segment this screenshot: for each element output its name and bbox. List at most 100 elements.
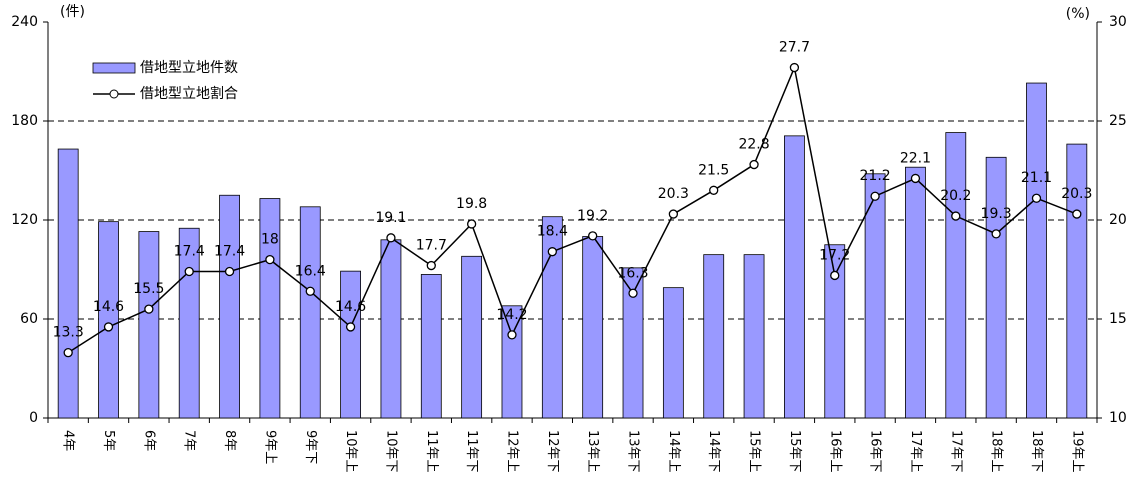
line-marker	[749, 159, 759, 170]
bar	[380, 239, 402, 419]
x-tick-label: 9年下	[303, 430, 318, 464]
data-label: 17.4	[174, 243, 205, 259]
bar	[985, 156, 1007, 419]
y2-tick-label: 20	[1109, 212, 1127, 228]
data-label: 16.4	[295, 263, 326, 279]
x-tick-label: 10年下	[383, 430, 398, 473]
line	[67, 64, 1078, 354]
line-marker	[386, 233, 396, 243]
data-label: 19.2	[577, 208, 608, 224]
x-tick-label: 18年下	[1029, 430, 1044, 473]
bar	[420, 274, 442, 419]
data-label: 17.4	[214, 243, 245, 259]
line-marker	[103, 322, 114, 332]
line-marker	[345, 322, 356, 332]
data-label: 19.1	[375, 210, 406, 226]
x-tick-label: 13年下	[626, 430, 641, 473]
line-marker	[830, 270, 840, 281]
bar	[743, 254, 765, 419]
x-tick-label: 11年下	[464, 430, 479, 473]
legend-label: 借地型立地割合	[140, 85, 238, 102]
x-tick-label: 9年上	[262, 430, 277, 464]
bar	[905, 166, 926, 419]
data-label: 20.3	[1061, 186, 1092, 202]
y-tick-label: 240	[11, 14, 38, 30]
bar	[541, 216, 563, 419]
data-label: 18.4	[537, 224, 568, 240]
x-tick-label: 5年	[101, 430, 116, 451]
line-marker	[709, 185, 719, 195]
data-label: 19.3	[981, 206, 1012, 222]
y2-tick-label: 10	[1109, 410, 1127, 426]
bar	[501, 305, 523, 419]
legend-label: 借地型立地件数	[140, 60, 238, 76]
y2-tick-label: 25	[1109, 113, 1127, 129]
y-tick-label: 120	[11, 212, 38, 228]
data-label: 20.3	[658, 186, 689, 202]
data-label: 17.2	[819, 247, 850, 263]
line-marker	[144, 304, 154, 314]
bar	[945, 132, 967, 419]
line-marker	[951, 211, 961, 221]
x-tick-label: 17年上	[908, 430, 923, 473]
bar	[662, 287, 684, 419]
line-marker	[628, 288, 638, 298]
x-tick-label: 11年上	[424, 430, 439, 473]
data-label: 14.6	[93, 299, 124, 315]
x-tick-label: 18年上	[989, 430, 1004, 473]
bar	[824, 244, 846, 419]
y2-unit: (%)	[1066, 6, 1090, 22]
data-label: 14.6	[335, 299, 366, 315]
x-tick-label: 6年	[141, 430, 156, 451]
line-marker	[305, 286, 315, 296]
bar	[299, 206, 321, 419]
bar	[340, 270, 361, 419]
data-label: 20.2	[940, 188, 971, 204]
data-label: 17.7	[416, 238, 447, 254]
bar	[259, 198, 281, 419]
line-marker	[991, 229, 1001, 239]
line-marker	[789, 62, 800, 73]
data-label: 21.5	[698, 162, 729, 178]
line-marker	[63, 348, 73, 358]
y-tick-label: 60	[20, 311, 38, 327]
data-label: 21.1	[1021, 170, 1052, 186]
data-label: 22.8	[738, 137, 769, 153]
x-tick-label: 14年上	[666, 430, 681, 473]
data-label: 16.3	[617, 265, 648, 281]
x-tick-label: 16年下	[868, 430, 883, 473]
line-marker	[910, 173, 921, 184]
line-marker	[224, 266, 235, 277]
x-tick-label: 8年	[222, 430, 237, 451]
y2-tick-label: 30	[1109, 14, 1127, 30]
line-marker	[1031, 193, 1042, 203]
line-marker	[588, 231, 598, 241]
data-label: 18	[261, 232, 279, 248]
y2-tick-label: 15	[1109, 311, 1127, 327]
x-tick-label: 12年下	[545, 430, 560, 473]
line-marker	[668, 209, 679, 219]
y-tick-label: 180	[11, 113, 38, 129]
x-tick-label: 16年上	[827, 430, 842, 473]
data-label: 22.1	[900, 150, 931, 166]
x-tick-label: 17年下	[948, 430, 963, 473]
line-marker	[1072, 209, 1082, 219]
bar	[582, 236, 604, 419]
data-label: 21.2	[860, 168, 891, 184]
line-marker	[547, 247, 557, 257]
x-tick-label: 4年	[61, 430, 76, 451]
data-label: 27.7	[779, 40, 810, 56]
x-tick-label: 13年上	[585, 430, 600, 473]
legend-swatch	[92, 62, 136, 74]
line-marker	[507, 330, 517, 340]
line-marker	[265, 254, 275, 265]
bar	[703, 254, 725, 419]
x-tick-label: 14年下	[706, 430, 721, 473]
x-tick-label: 19年上	[1069, 430, 1084, 473]
x-tick-label: 15年下	[787, 430, 802, 473]
data-label: 15.5	[133, 281, 164, 297]
line-marker	[466, 219, 477, 229]
bar	[98, 221, 119, 419]
data-label: 13.3	[53, 325, 84, 341]
